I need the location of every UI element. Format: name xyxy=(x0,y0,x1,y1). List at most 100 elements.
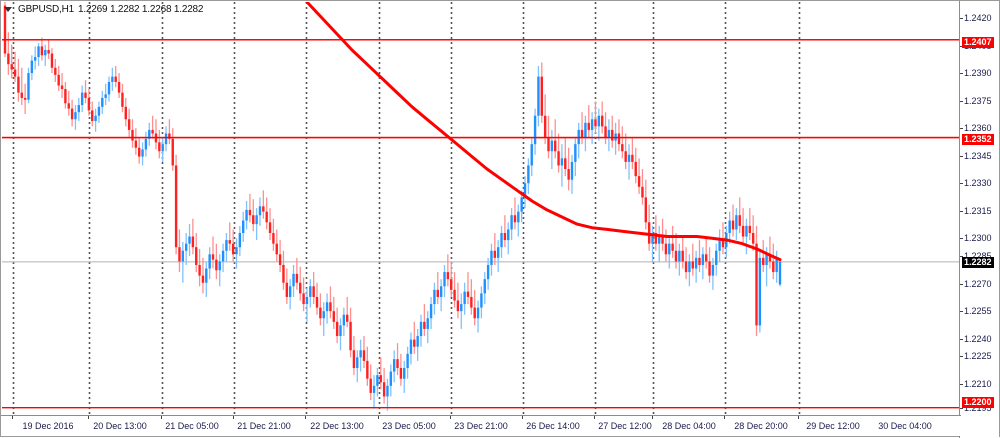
candle xyxy=(450,261,453,297)
candle-body xyxy=(590,119,594,130)
moving-average-line[interactable] xyxy=(305,2,782,262)
candle xyxy=(285,268,289,305)
candle xyxy=(218,254,221,287)
candle-body xyxy=(456,300,460,312)
candle xyxy=(614,122,617,155)
candle xyxy=(607,119,611,152)
candle xyxy=(91,101,94,127)
candle xyxy=(684,247,688,280)
candle-body xyxy=(527,165,530,184)
candle xyxy=(621,126,624,159)
candle-body xyxy=(332,311,335,322)
candle xyxy=(748,208,752,241)
candle xyxy=(13,51,17,82)
candle xyxy=(654,215,658,251)
candle xyxy=(288,279,292,310)
candle xyxy=(33,46,37,70)
candle xyxy=(668,236,671,269)
candle-body xyxy=(634,161,637,177)
candle-body xyxy=(560,158,564,166)
candle-body xyxy=(594,119,597,127)
candle-body xyxy=(144,138,148,150)
level-price-badge[interactable]: 1.2407 xyxy=(962,37,994,48)
price-tick: 1.2360 xyxy=(960,123,992,134)
time-axis[interactable]: 19 Dec 2016 20 Dec 13:00 21 Dec 05:00 21 De… xyxy=(1,415,961,436)
candle xyxy=(399,353,403,386)
candle xyxy=(40,37,44,61)
candle xyxy=(17,58,20,102)
candle xyxy=(312,272,315,305)
candle-body xyxy=(50,53,54,68)
price-tick: 1.2300 xyxy=(960,233,992,244)
tick-mark xyxy=(960,356,963,358)
price-tick-label: 1.2285 xyxy=(964,251,992,261)
candle-body xyxy=(195,247,198,265)
candle xyxy=(329,286,332,319)
candle xyxy=(426,311,429,344)
candle-body xyxy=(305,296,309,305)
candle xyxy=(728,211,731,244)
candle xyxy=(762,240,765,273)
candle xyxy=(201,257,205,294)
candle-body xyxy=(178,247,181,262)
price-tick-label: 1.2240 xyxy=(964,334,992,344)
price-tick-label: 1.2255 xyxy=(964,306,992,316)
candle xyxy=(84,80,87,104)
candle xyxy=(658,225,661,262)
candle xyxy=(574,137,577,177)
candle-body xyxy=(651,232,654,244)
candle xyxy=(617,119,621,152)
candle-body xyxy=(745,225,748,237)
candle xyxy=(560,144,564,187)
candle-body xyxy=(480,293,483,308)
candle-body xyxy=(674,250,678,262)
chart-plot-area[interactable] xyxy=(2,2,960,416)
candle xyxy=(557,133,560,173)
candle-body xyxy=(775,257,778,273)
candle-body xyxy=(668,243,671,255)
candle-body xyxy=(376,375,379,386)
candle xyxy=(205,261,208,297)
candle-body xyxy=(728,220,731,233)
candle-body xyxy=(87,97,91,111)
candle-body xyxy=(490,250,493,265)
candle xyxy=(540,62,543,123)
time-tick-mark xyxy=(233,416,234,419)
level-price-badge[interactable]: 1.2352 xyxy=(962,134,994,145)
candle-body xyxy=(131,129,134,141)
price-axis[interactable]: 1.24201.24051.23901.23751.23601.23451.23… xyxy=(959,1,999,438)
candle-body xyxy=(91,110,94,122)
candle-body xyxy=(570,161,574,180)
current-price-badge[interactable]: 1.2282 xyxy=(962,257,994,268)
price-tick: 1.2390 xyxy=(960,68,992,79)
candle-body xyxy=(80,92,84,106)
candle xyxy=(101,90,104,114)
candle xyxy=(215,243,218,280)
candle-body xyxy=(349,321,352,351)
candle xyxy=(590,112,594,145)
candle-body xyxy=(342,314,346,326)
candle xyxy=(376,368,379,397)
candle-body xyxy=(164,133,168,145)
candle-body xyxy=(148,129,151,139)
price-tick: 1.2330 xyxy=(960,178,992,189)
candle-body xyxy=(315,296,319,308)
candle xyxy=(698,240,701,273)
candle-body xyxy=(537,76,540,116)
time-axis-label: 19 Dec 2016 xyxy=(22,421,74,431)
chevron-down-icon[interactable] xyxy=(4,7,12,12)
candle xyxy=(678,243,681,276)
time-axis-label: 27 Dec 12:00 xyxy=(598,421,652,431)
candle-body xyxy=(84,92,87,98)
tick-mark xyxy=(960,284,963,286)
candle xyxy=(27,67,30,104)
candle xyxy=(198,248,201,287)
candle xyxy=(476,300,480,333)
candle xyxy=(148,122,151,146)
time-tick-mark xyxy=(798,416,799,419)
tick-mark xyxy=(960,339,963,341)
candle-body xyxy=(258,206,262,216)
candle-body xyxy=(168,133,171,139)
candle xyxy=(604,112,607,145)
level-price-badge[interactable]: 1.2200 xyxy=(962,397,994,408)
